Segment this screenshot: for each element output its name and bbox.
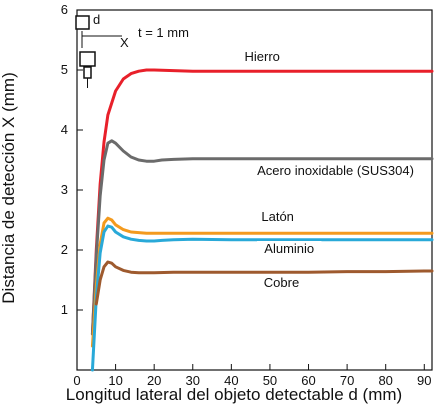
x-axis-title: Longitud lateral del objeto detectable d… — [66, 385, 402, 404]
x-tick-label: 20 — [147, 373, 161, 388]
series-label-bg-1 — [236, 49, 288, 66]
y-tick-label: 5 — [61, 62, 68, 77]
inset-sensor-cable — [87, 78, 88, 88]
x-tick-label: 70 — [340, 373, 354, 388]
series-label-bg-2 — [245, 163, 426, 180]
series-label-1: Hierro — [245, 49, 280, 64]
y-tick-label: 4 — [61, 122, 68, 137]
series-label-5: Cobre — [264, 275, 299, 290]
series-label-4: Aluminio — [264, 241, 314, 256]
series-line-4 — [90, 224, 434, 372]
x-tick-label: 80 — [378, 373, 392, 388]
inset-x-label: X — [120, 35, 129, 50]
y-tick-label: 2 — [61, 242, 68, 257]
inset-target-square — [75, 15, 90, 30]
series-layer — [90, 68, 434, 372]
x-tick-label: 90 — [417, 373, 431, 388]
x-tick-label: 40 — [224, 373, 238, 388]
series-line-5 — [94, 260, 434, 306]
x-tick-label: 0 — [73, 373, 80, 388]
inset-sensor-body — [79, 51, 96, 67]
inset-sensor-stem — [83, 66, 92, 79]
x-tick-label: 10 — [108, 373, 122, 388]
x-tick-label: 60 — [301, 373, 315, 388]
inset-t-label: t = 1 mm — [138, 25, 189, 40]
series-label-3: Latón — [261, 209, 294, 224]
label-layer: Hierro Acero inoxidable (SUS304) Latón Alum… — [236, 49, 426, 293]
y-tick-label: 3 — [61, 182, 68, 197]
x-tick-label: 50 — [263, 373, 277, 388]
series-line-3 — [90, 216, 434, 348]
inset-d-label: d — [93, 12, 100, 27]
series-label-2: Acero inoxidable (SUS304) — [257, 163, 414, 178]
series-line-2 — [90, 139, 434, 336]
series-label-bg-4 — [257, 241, 322, 258]
sensor-inset: d X t = 1 mm — [75, 12, 189, 88]
series-line-1 — [90, 68, 434, 336]
y-tick-label: 1 — [61, 302, 68, 317]
y-axis-title: Distancia de detección X (mm) — [0, 72, 18, 303]
series-label-bg-3 — [255, 209, 300, 227]
y-tick-label: 6 — [61, 2, 68, 17]
series-label-bg-5 — [259, 275, 304, 293]
x-tick-label: 30 — [186, 373, 200, 388]
